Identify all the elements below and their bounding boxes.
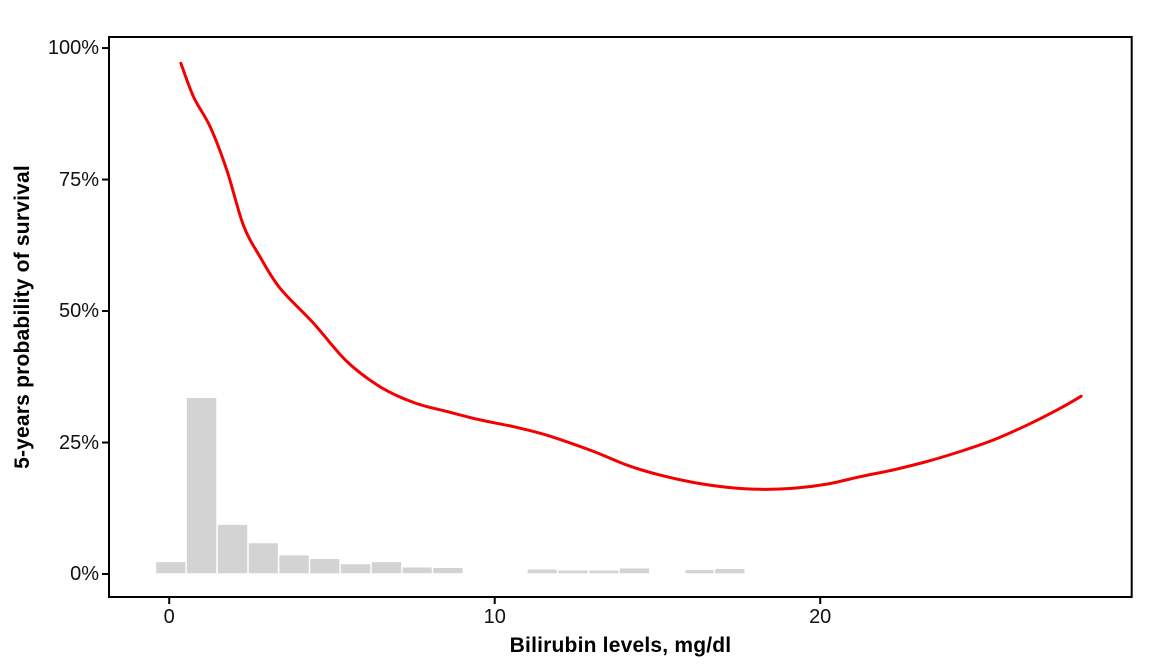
x-tick-label: 10 bbox=[483, 606, 506, 628]
histogram-bar bbox=[309, 558, 340, 574]
y-axis-title: 5-years probability of survival bbox=[11, 165, 34, 469]
y-tick-label: 25% bbox=[58, 431, 99, 454]
histogram-bar bbox=[217, 524, 248, 574]
histogram-bar bbox=[340, 563, 371, 574]
x-axis-title: Bilirubin levels, mg/dl bbox=[509, 634, 732, 657]
histogram-bar bbox=[619, 567, 650, 574]
survival-curve bbox=[179, 61, 1083, 491]
histogram-bar bbox=[186, 397, 217, 574]
panel-border bbox=[108, 36, 1133, 598]
y-tick-label: 50% bbox=[58, 300, 99, 323]
histogram-bar bbox=[278, 554, 310, 574]
y-tick-label: 0% bbox=[70, 563, 99, 585]
histogram-bar bbox=[155, 561, 186, 574]
x-tick-label: 0 bbox=[163, 606, 175, 628]
histogram-bar bbox=[557, 570, 589, 574]
histogram-bar bbox=[714, 568, 746, 574]
y-axis-title-container: 5-years probability of survival bbox=[0, 0, 46, 634]
x-tick-label: 20 bbox=[809, 606, 832, 628]
histogram-bar bbox=[402, 566, 433, 574]
y-tick-label: 100% bbox=[47, 37, 99, 60]
histogram-bar bbox=[685, 569, 715, 574]
histogram-bar bbox=[432, 567, 464, 574]
histogram-bar bbox=[588, 570, 619, 574]
histogram-bar bbox=[371, 561, 402, 574]
histogram-bar bbox=[527, 569, 558, 574]
y-tick-label: 75% bbox=[58, 168, 99, 191]
histogram-bar bbox=[248, 542, 279, 574]
